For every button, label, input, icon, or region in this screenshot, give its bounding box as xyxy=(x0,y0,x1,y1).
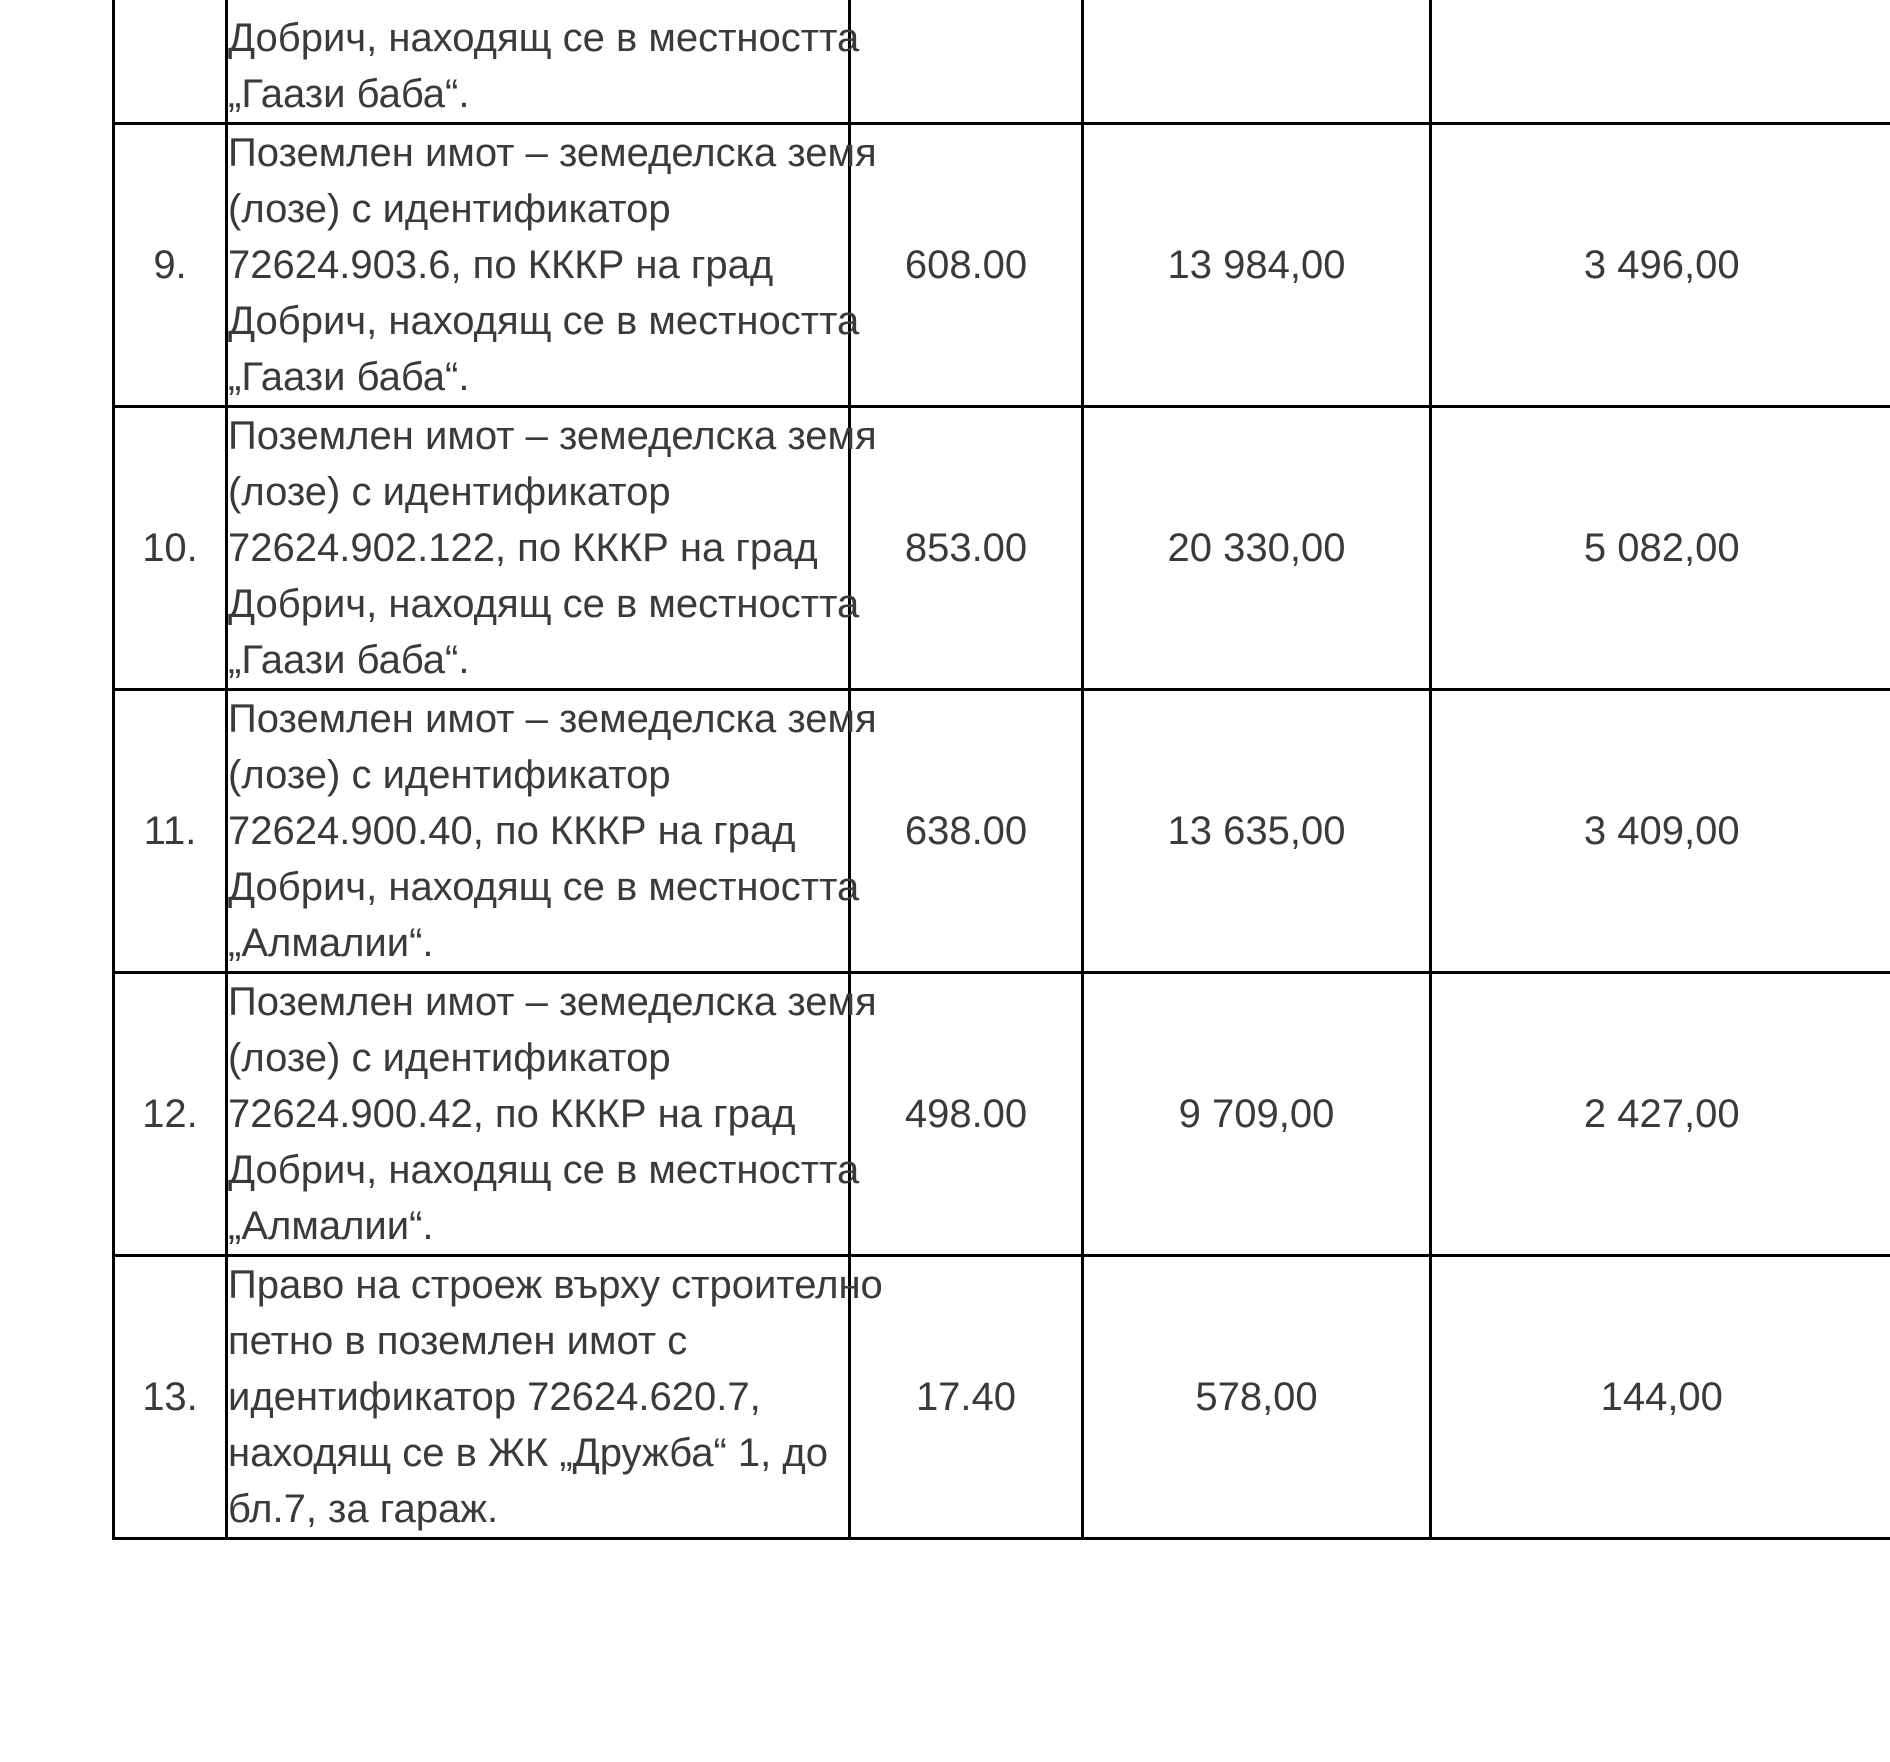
description-line: „Алмалии“. xyxy=(228,1204,434,1248)
description-line: Право на строеж върху строително xyxy=(228,1263,883,1307)
row-index-cell xyxy=(112,0,228,125)
row-value1-cell: 13 984,00 xyxy=(1081,122,1432,408)
asset-table-body: Добрич, находящ се в местността „Гаази б… xyxy=(112,0,1890,1540)
description-line: (лозе) с идентификатор xyxy=(228,1036,671,1080)
row-index-cell: 11. xyxy=(112,688,228,974)
row-area-cell: 638.00 xyxy=(848,688,1084,974)
row-value1-cell: 20 330,00 xyxy=(1081,405,1432,691)
row-value1-cell: 13 635,00 xyxy=(1081,688,1432,974)
table-row: 13. Право на строеж върху строително пет… xyxy=(112,1254,1890,1540)
description-line: „Гаази баба“. xyxy=(228,638,470,682)
table-row: 9. Поземлен имот – земеделска земя (лозе… xyxy=(112,122,1890,408)
row-index-cell: 13. xyxy=(112,1254,228,1540)
table-row: 11. Поземлен имот – земеделска земя (лоз… xyxy=(112,688,1890,974)
row-value2-cell: 2 427,00 xyxy=(1429,971,1890,1257)
row-description-cell: Поземлен имот – земеделска земя (лозе) с… xyxy=(225,688,877,974)
row-index-cell: 9. xyxy=(112,122,228,408)
row-value1-cell: 9 709,00 xyxy=(1081,971,1432,1257)
description-line: „Алмалии“. xyxy=(228,921,434,965)
row-area-cell: 853.00 xyxy=(848,405,1084,691)
description-line: Добрич, находящ се в местността xyxy=(228,1148,860,1192)
description-line: Поземлен имот – земеделска земя xyxy=(228,131,877,175)
row-area-cell: 498.00 xyxy=(848,971,1084,1257)
description-line: бл.7, за гараж. xyxy=(228,1487,499,1531)
row-description-cell: Поземлен имот – земеделска земя (лозе) с… xyxy=(225,405,877,691)
row-value2-cell: 5 082,00 xyxy=(1429,405,1890,691)
description-line: Поземлен имот – земеделска земя xyxy=(228,697,877,741)
row-description-cell: Добрич, находящ се в местността „Гаази б… xyxy=(225,0,860,125)
row-description-cell: Поземлен имот – земеделска земя (лозе) с… xyxy=(225,122,877,408)
row-area-cell: 17.40 xyxy=(848,1254,1084,1540)
row-value1-cell xyxy=(1081,0,1432,125)
row-value2-cell: 3 496,00 xyxy=(1429,122,1890,408)
description-line: 72624.900.42, по КККР на град xyxy=(228,1092,796,1136)
description-line: Добрич, находящ се в местността xyxy=(228,16,860,60)
description-line: идентификатор 72624.620.7, xyxy=(228,1375,761,1419)
description-line: петно в поземлен имот с xyxy=(228,1319,688,1363)
table-row: 10. Поземлен имот – земеделска земя (лоз… xyxy=(112,405,1890,691)
description-line: Поземлен имот – земеделска земя xyxy=(228,980,877,1024)
row-index-cell: 12. xyxy=(112,971,228,1257)
asset-table: Добрич, находящ се в местността „Гаази б… xyxy=(112,0,1890,1540)
description-line: „Гаази баба“. xyxy=(228,72,470,116)
description-line: „Гаази баба“. xyxy=(228,355,470,399)
row-index-cell: 10. xyxy=(112,405,228,691)
description-line: (лозе) с идентификатор xyxy=(228,470,671,514)
description-line: Добрич, находящ се в местността xyxy=(228,582,860,626)
description-line: 72624.900.40, по КККР на град xyxy=(228,809,796,853)
description-line: Добрич, находящ се в местността xyxy=(228,299,860,343)
row-area-cell: 608.00 xyxy=(848,122,1084,408)
row-value2-cell: 144,00 xyxy=(1429,1254,1890,1540)
row-description-cell: Поземлен имот – земеделска земя (лозе) с… xyxy=(225,971,877,1257)
description-line: (лозе) с идентификатор xyxy=(228,187,671,231)
description-line: 72624.903.6, по КККР на град xyxy=(228,243,774,287)
description-line: Поземлен имот – земеделска земя xyxy=(228,414,877,458)
table-row: Добрич, находящ се в местността „Гаази б… xyxy=(112,0,1890,125)
description-line: 72624.902.122, по КККР на град xyxy=(228,526,818,570)
row-description-cell: Право на строеж върху строително петно в… xyxy=(225,1254,883,1540)
row-value2-cell xyxy=(1429,0,1890,125)
description-line: Добрич, находящ се в местността xyxy=(228,865,860,909)
row-value1-cell: 578,00 xyxy=(1081,1254,1432,1540)
table-row: 12. Поземлен имот – земеделска земя (лоз… xyxy=(112,971,1890,1257)
row-area-cell xyxy=(848,0,1084,125)
description-line: находящ се в ЖК „Дружба“ 1, до xyxy=(228,1431,828,1475)
row-value2-cell: 3 409,00 xyxy=(1429,688,1890,974)
description-line: (лозе) с идентификатор xyxy=(228,753,671,797)
